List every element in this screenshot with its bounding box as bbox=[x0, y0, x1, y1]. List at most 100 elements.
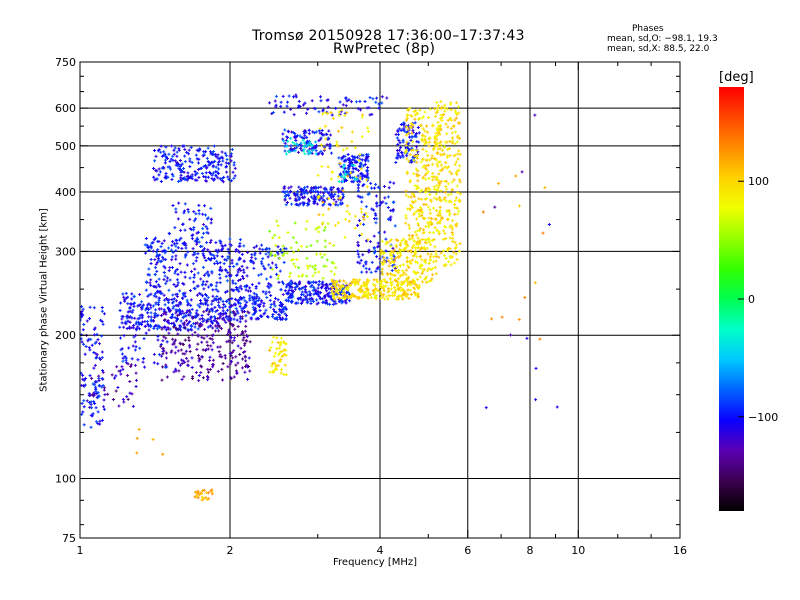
data-point bbox=[434, 177, 438, 181]
data-point bbox=[153, 258, 157, 262]
data-point bbox=[438, 221, 442, 225]
data-point bbox=[269, 275, 273, 279]
data-point bbox=[323, 283, 327, 287]
data-point bbox=[267, 250, 271, 254]
data-point bbox=[303, 101, 307, 105]
data-point bbox=[392, 248, 396, 252]
data-point bbox=[224, 161, 228, 165]
data-point bbox=[290, 130, 294, 134]
data-point bbox=[280, 317, 284, 321]
data-point bbox=[279, 104, 283, 108]
data-point bbox=[305, 301, 309, 305]
data-point bbox=[415, 217, 419, 221]
data-point bbox=[361, 253, 365, 257]
data-point bbox=[235, 262, 239, 266]
data-point bbox=[424, 261, 428, 265]
data-point bbox=[273, 304, 277, 308]
data-point bbox=[174, 308, 178, 312]
data-point bbox=[174, 244, 178, 248]
data-point bbox=[209, 344, 213, 348]
data-point bbox=[88, 405, 92, 409]
data-point bbox=[432, 260, 436, 264]
data-point bbox=[234, 303, 238, 307]
data-point bbox=[418, 108, 422, 112]
data-point bbox=[337, 175, 341, 179]
data-point bbox=[416, 240, 420, 244]
data-point bbox=[421, 165, 425, 169]
data-point bbox=[214, 170, 218, 174]
data-point bbox=[318, 291, 322, 295]
data-point bbox=[293, 281, 297, 285]
data-point bbox=[525, 336, 529, 340]
data-point bbox=[170, 178, 174, 182]
data-point bbox=[214, 287, 218, 291]
data-point bbox=[340, 126, 344, 130]
data-point bbox=[189, 298, 193, 302]
data-point bbox=[259, 260, 263, 264]
data-point bbox=[382, 289, 386, 293]
data-point bbox=[196, 313, 200, 317]
data-point bbox=[448, 116, 452, 120]
data-point bbox=[339, 201, 343, 205]
data-point bbox=[188, 217, 192, 221]
data-point bbox=[184, 254, 188, 258]
data-point bbox=[365, 185, 369, 189]
data-point bbox=[453, 163, 457, 167]
data-point bbox=[182, 315, 186, 319]
data-point bbox=[444, 122, 448, 126]
data-point bbox=[183, 209, 187, 213]
data-point bbox=[413, 287, 417, 291]
data-point bbox=[140, 313, 144, 317]
data-point bbox=[174, 326, 178, 330]
data-point bbox=[160, 255, 164, 259]
data-point bbox=[390, 269, 394, 273]
data-point bbox=[238, 295, 242, 299]
data-point bbox=[424, 188, 428, 192]
data-point bbox=[241, 331, 245, 335]
data-point bbox=[417, 212, 421, 216]
data-point bbox=[394, 156, 398, 160]
data-point bbox=[334, 302, 338, 306]
data-point bbox=[443, 179, 447, 183]
data-point bbox=[268, 298, 272, 302]
data-point bbox=[183, 294, 187, 298]
data-point bbox=[171, 204, 175, 208]
data-point bbox=[432, 196, 436, 200]
data-point bbox=[410, 134, 414, 138]
x-axis-label: Frequency [MHz] bbox=[333, 557, 418, 568]
data-point bbox=[183, 148, 187, 152]
data-point bbox=[97, 379, 101, 383]
data-point bbox=[404, 214, 408, 218]
data-point bbox=[194, 153, 198, 157]
data-point bbox=[356, 280, 360, 284]
data-point bbox=[449, 127, 453, 131]
data-point bbox=[334, 286, 338, 290]
data-point bbox=[287, 299, 291, 303]
data-point bbox=[411, 234, 415, 238]
data-point bbox=[423, 134, 427, 138]
data-point bbox=[423, 277, 427, 281]
data-point bbox=[174, 338, 178, 342]
data-point bbox=[351, 167, 355, 171]
data-point bbox=[315, 144, 319, 148]
data-point bbox=[317, 151, 321, 155]
data-point bbox=[412, 281, 416, 285]
data-point bbox=[128, 320, 132, 324]
data-point bbox=[240, 315, 244, 319]
data-point bbox=[360, 158, 364, 162]
data-point bbox=[391, 291, 395, 295]
data-point bbox=[103, 393, 107, 397]
data-point bbox=[434, 143, 438, 147]
data-point bbox=[305, 135, 309, 139]
data-point bbox=[201, 212, 205, 216]
data-point bbox=[377, 102, 381, 106]
data-point bbox=[226, 175, 230, 179]
data-point bbox=[242, 336, 246, 340]
data-point bbox=[200, 236, 204, 240]
data-point bbox=[409, 293, 413, 297]
data-point bbox=[164, 363, 168, 367]
data-point bbox=[213, 297, 217, 301]
data-point bbox=[229, 154, 233, 158]
data-point bbox=[326, 222, 330, 226]
data-point bbox=[183, 255, 187, 259]
